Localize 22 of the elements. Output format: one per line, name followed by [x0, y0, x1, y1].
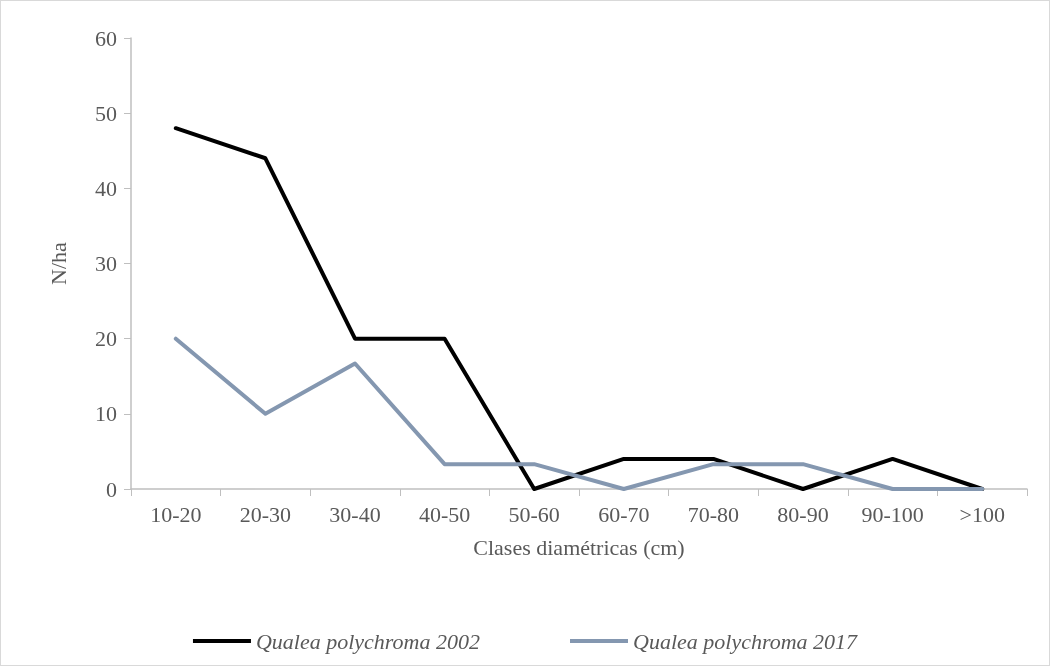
y-tick-label: 60 [95, 25, 117, 51]
x-axis-title: Clases diamétricas (cm) [473, 534, 685, 560]
y-tick-label: 0 [106, 476, 117, 502]
legend-label: Qualea polychroma 2002 [255, 628, 481, 654]
y-tick-label: 10 [95, 401, 117, 427]
y-axis-title: N/ha [45, 241, 71, 285]
x-tick-label: 30-40 [329, 501, 381, 527]
x-tick-label: 50-60 [508, 501, 560, 527]
x-tick-label: 40-50 [418, 501, 471, 527]
legend-label: Qualea polychroma 2017 [633, 628, 859, 654]
y-tick-label: 40 [95, 175, 117, 201]
x-tick-label: 80-90 [777, 501, 829, 527]
x-tick-label: 90-100 [861, 501, 924, 527]
y-tick-label: 20 [95, 326, 117, 352]
x-tick-label: 10-20 [150, 501, 202, 527]
line-series [173, 336, 985, 491]
x-tick-label: 70-80 [687, 501, 740, 527]
x-tick-label: 20-30 [239, 501, 292, 527]
y-tick-label: 50 [95, 100, 117, 126]
x-tick-label: 60-70 [598, 501, 650, 527]
y-tick-label: 30 [95, 251, 117, 276]
x-tick-label: >100 [959, 501, 1005, 527]
